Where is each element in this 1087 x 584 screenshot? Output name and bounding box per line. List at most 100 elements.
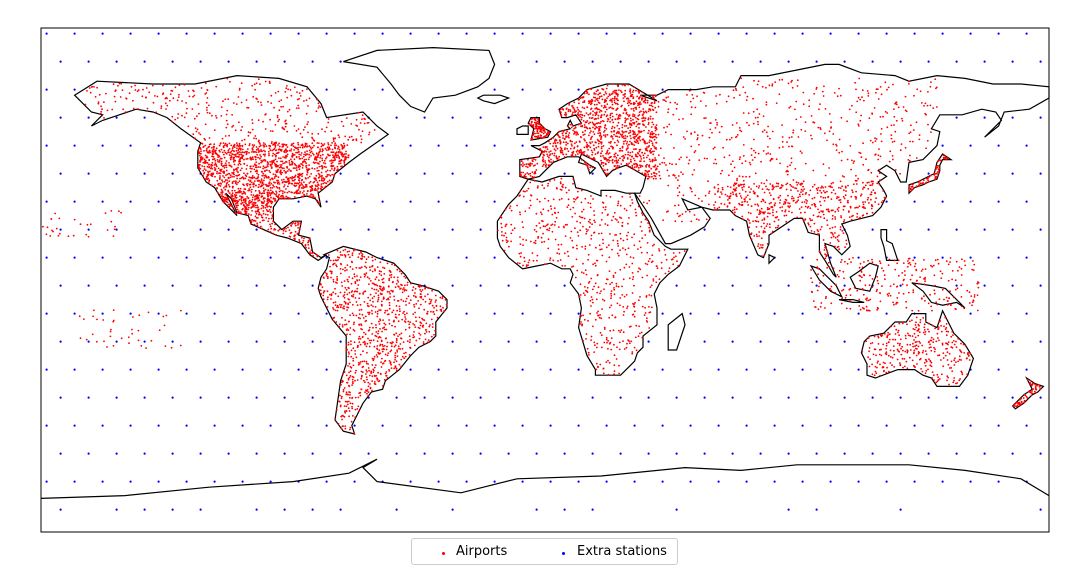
airport-marker [278, 193, 280, 196]
airport-marker [234, 211, 237, 214]
airport-marker [86, 90, 88, 92]
airport-marker [624, 135, 627, 137]
airport-marker [347, 377, 350, 380]
airport-marker [331, 151, 334, 154]
airport-marker [347, 286, 350, 289]
airport-marker [336, 304, 339, 307]
airport-marker [571, 151, 574, 154]
airport-marker [260, 225, 262, 228]
extra-station-marker [199, 284, 202, 287]
airport-marker [602, 134, 605, 137]
airport-marker [358, 267, 361, 269]
airport-marker [270, 102, 273, 104]
extra-station-marker [493, 32, 496, 35]
airport-marker [337, 145, 340, 148]
airport-marker [691, 93, 694, 96]
airport-marker [608, 152, 611, 154]
airport-marker [639, 155, 642, 158]
airport-marker [663, 157, 665, 160]
airport-marker [689, 100, 692, 103]
airport-marker [536, 162, 539, 165]
airport-marker [395, 283, 398, 285]
airport-marker [527, 158, 529, 161]
airport-marker [231, 192, 234, 195]
airport-marker [280, 179, 283, 181]
airport-marker [311, 152, 314, 155]
extra-station-marker [311, 60, 314, 63]
airport-marker [386, 290, 389, 293]
airport-marker [425, 331, 428, 333]
airport-marker [376, 345, 379, 347]
airport-marker [542, 146, 545, 149]
airport-marker [318, 196, 320, 199]
airport-marker [824, 174, 827, 177]
airport-marker [621, 150, 624, 152]
airport-marker [251, 122, 254, 125]
airport-marker [725, 100, 728, 103]
extra-station-marker [367, 228, 370, 231]
airport-marker [273, 185, 275, 188]
airport-marker [644, 140, 646, 143]
extra-station-marker [647, 60, 650, 63]
airport-marker [342, 249, 345, 252]
extra-station-marker [157, 312, 160, 315]
airport-marker [604, 106, 607, 109]
extra-station-marker [409, 480, 412, 483]
airport-marker [194, 127, 197, 129]
airport-marker [623, 100, 625, 103]
airport-marker [351, 407, 354, 410]
airport-marker [638, 154, 641, 157]
airport-marker [360, 377, 363, 380]
airport-marker [642, 113, 645, 115]
extra-station-marker [451, 452, 454, 455]
airport-marker [354, 353, 357, 355]
airport-marker [395, 337, 398, 340]
airport-marker [389, 274, 391, 277]
extra-station-marker [297, 200, 300, 203]
airport-marker [370, 339, 373, 342]
airport-marker [629, 88, 632, 90]
airport-marker [278, 100, 281, 103]
airport-marker [383, 322, 386, 325]
airport-marker [214, 159, 217, 162]
airport-marker [566, 147, 569, 150]
airport-marker [396, 355, 399, 357]
airport-marker [339, 394, 341, 397]
airport-marker [402, 312, 404, 314]
airport-marker [695, 218, 698, 221]
airport-marker [327, 143, 330, 146]
airport-marker [644, 173, 647, 176]
airport-marker [598, 134, 601, 137]
airport-marker [568, 104, 570, 106]
airport-marker [319, 187, 322, 190]
airport-marker [360, 370, 363, 373]
airport-marker [341, 146, 344, 148]
airport-marker [407, 295, 410, 298]
airport-marker [648, 158, 651, 161]
airport-marker [585, 89, 588, 92]
airport-marker [248, 189, 251, 192]
airport-marker [408, 302, 411, 304]
airport-marker [280, 105, 282, 108]
airport-marker [911, 140, 914, 143]
airport-marker [345, 323, 348, 326]
airport-marker [334, 301, 337, 303]
airport-marker [384, 311, 386, 314]
airport-marker [192, 95, 194, 98]
airport-marker [307, 244, 310, 246]
extra-station-marker [745, 32, 748, 35]
airport-marker [222, 153, 225, 156]
airport-marker [243, 198, 246, 201]
airport-marker [399, 343, 402, 345]
airport-marker [347, 407, 350, 410]
extra-station-marker [619, 452, 622, 455]
airport-marker [234, 129, 237, 132]
extra-station-marker [353, 424, 356, 427]
airport-marker [347, 351, 350, 353]
airport-marker [390, 273, 393, 276]
extra-station-marker [185, 256, 188, 259]
extra-station-marker [465, 312, 468, 315]
airport-marker [652, 97, 654, 100]
airport-marker [648, 141, 651, 144]
airport-marker [221, 193, 224, 195]
